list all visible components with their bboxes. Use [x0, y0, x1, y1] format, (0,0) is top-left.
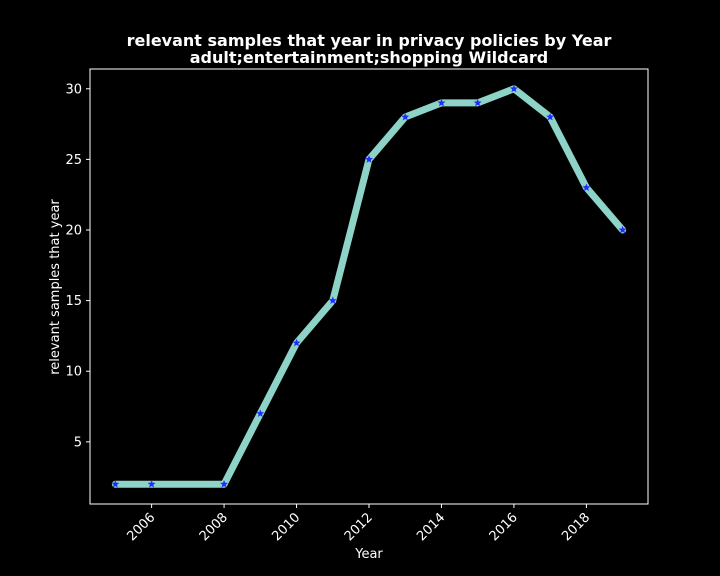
- x-tick-label: 2018: [559, 510, 593, 544]
- y-tick-label: 15: [65, 294, 82, 309]
- y-tick-label: 5: [74, 435, 82, 450]
- x-axis-label: Year: [354, 547, 383, 562]
- data-point-marker: [111, 480, 120, 488]
- data-point-marker: [292, 338, 301, 347]
- data-point-marker: [618, 225, 627, 234]
- data-point-marker: [256, 409, 265, 418]
- data-point-marker: [147, 480, 156, 488]
- x-tick-label: 2006: [124, 510, 158, 544]
- x-tick-label: 2010: [269, 510, 303, 544]
- data-point-marker: [473, 98, 482, 107]
- data-point-marker: [437, 98, 446, 107]
- x-tick-label: 2008: [197, 510, 231, 544]
- series-line: [111, 85, 627, 488]
- chart-title-line-2: adult;entertainment;shopping Wildcard: [190, 48, 549, 67]
- y-axis-label: relevant samples that year: [48, 199, 63, 375]
- x-tick-label: 2014: [414, 510, 448, 544]
- x-tick-label: 2016: [487, 510, 521, 544]
- data-point-marker: [220, 480, 229, 488]
- axes-frame: [89, 68, 649, 505]
- y-tick-label: 25: [65, 153, 82, 168]
- data-point-marker: [509, 84, 518, 93]
- plot-area: 5 10 15 20 25 30 2006 2008 2010 2012 2014 2016 2018: [65, 68, 649, 544]
- chart-title-line-1: relevant samples that year in privacy po…: [127, 31, 612, 50]
- x-tick-label: 2012: [342, 510, 376, 544]
- data-point-marker: [365, 155, 373, 163]
- data-point-marker: [328, 296, 337, 305]
- y-tick-label: 30: [65, 82, 82, 97]
- data-point-marker: [582, 183, 591, 192]
- y-tick-label: 20: [65, 224, 82, 239]
- data-point-marker: [546, 112, 555, 121]
- y-tick-label: 10: [65, 365, 82, 380]
- data-point-marker: [401, 112, 410, 121]
